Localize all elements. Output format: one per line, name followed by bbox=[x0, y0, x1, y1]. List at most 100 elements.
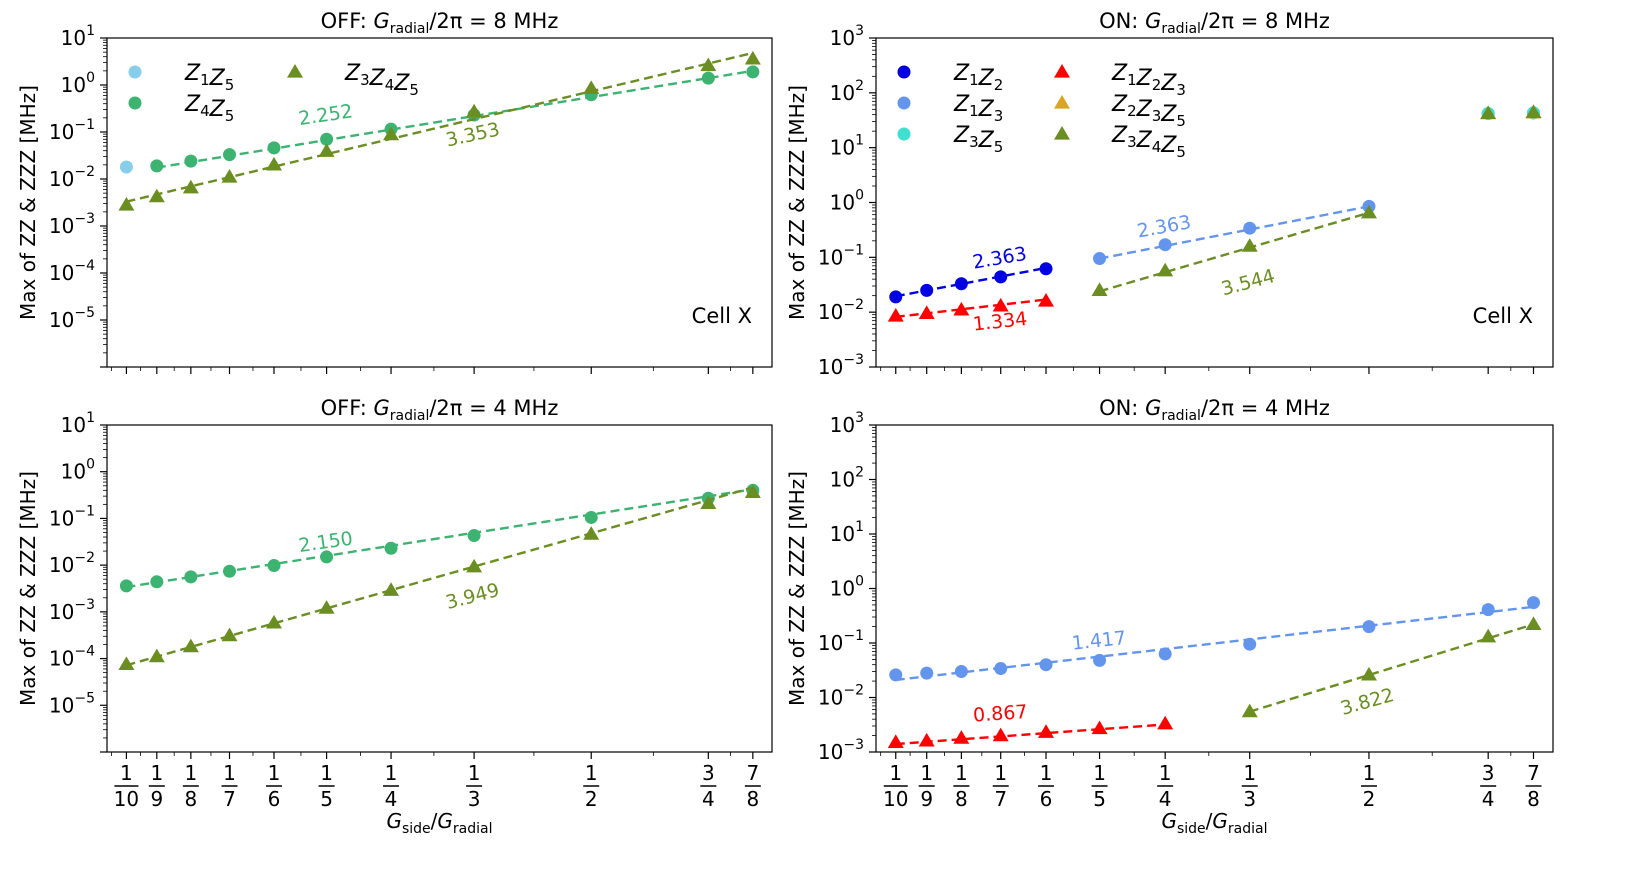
data-point-triangle bbox=[466, 103, 483, 118]
plot-frame bbox=[106, 424, 773, 753]
data-point-triangle bbox=[1525, 616, 1542, 630]
x-tick-denominator: 3 bbox=[468, 787, 481, 811]
fit-line bbox=[895, 266, 1047, 298]
data-point-triangle bbox=[953, 301, 970, 316]
data-point bbox=[1039, 262, 1053, 276]
data-point bbox=[584, 510, 598, 524]
y-tick-label: 101 bbox=[61, 410, 95, 437]
series-Z4Z5: 2.252 bbox=[150, 65, 760, 173]
y-tick-label: 101 bbox=[61, 23, 95, 50]
y-tick-label: 102 bbox=[830, 78, 864, 105]
x-tick-denominator: 6 bbox=[1040, 787, 1053, 811]
fit-line bbox=[895, 723, 1166, 746]
x-tick-numerator: 1 bbox=[1159, 761, 1172, 785]
data-point-triangle bbox=[1360, 204, 1377, 219]
x-tick-numerator: 1 bbox=[268, 761, 281, 785]
legend-item-Z1Z3: Z1Z3 bbox=[897, 92, 1003, 125]
slope-label: 2.363 bbox=[971, 243, 1028, 274]
series-Z1Z5 bbox=[119, 160, 133, 174]
data-point bbox=[150, 159, 164, 173]
legend-marker-circle bbox=[897, 127, 911, 141]
panel-title: ON: Gradial/2π = 8 MHz bbox=[1099, 9, 1330, 37]
data-point bbox=[267, 141, 281, 155]
plot-frame bbox=[106, 37, 773, 368]
data-point-triangle bbox=[1241, 238, 1258, 252]
fit-line bbox=[156, 69, 754, 169]
legend-item-Z2Z3Z5: Z2Z3Z5 bbox=[1054, 92, 1186, 130]
x-tick-denominator: 7 bbox=[994, 787, 1007, 811]
x-tick-numerator: 7 bbox=[746, 761, 759, 785]
x-tick-numerator: 1 bbox=[120, 761, 133, 785]
fit-line bbox=[1099, 205, 1370, 260]
data-point-triangle bbox=[992, 727, 1009, 742]
data-point bbox=[384, 541, 398, 555]
legend-marker-triangle bbox=[1054, 95, 1070, 109]
slope-label: 3.353 bbox=[444, 118, 502, 151]
legend-marker-circle bbox=[128, 96, 142, 110]
series-Z1Z2Z3: 0.867 bbox=[887, 701, 1174, 749]
fit-line bbox=[126, 51, 754, 203]
x-tick-denominator: 9 bbox=[920, 787, 933, 811]
y-tick-label: 101 bbox=[830, 519, 864, 546]
x-tick-numerator: 1 bbox=[184, 761, 197, 785]
data-point-triangle bbox=[1091, 720, 1108, 735]
slope-label: 1.417 bbox=[1071, 627, 1127, 655]
data-point-triangle bbox=[700, 495, 717, 509]
data-point bbox=[119, 579, 133, 593]
slope-label: 2.252 bbox=[297, 100, 354, 130]
panel-title: OFF: Gradial/2π = 8 MHz bbox=[321, 9, 559, 37]
y-axis-label: Max of ZZ & ZZZ [MHz] bbox=[16, 471, 40, 706]
data-point bbox=[320, 550, 334, 564]
x-tick-denominator: 4 bbox=[1482, 787, 1495, 811]
x-tick-denominator: 5 bbox=[1093, 787, 1106, 811]
x-tick-numerator: 1 bbox=[468, 761, 481, 785]
series-Z1Z3: 2.363 bbox=[1093, 106, 1540, 266]
y-tick-label: 10−4 bbox=[49, 644, 95, 671]
legend-marker-triangle bbox=[1054, 64, 1070, 78]
x-tick-denominator: 4 bbox=[702, 787, 715, 811]
data-point-triangle bbox=[1038, 724, 1055, 738]
data-point-triangle bbox=[992, 297, 1009, 312]
legend-marker-circle bbox=[897, 96, 911, 110]
y-tick-label: 10−1 bbox=[818, 628, 864, 655]
data-point bbox=[746, 65, 760, 79]
slope-label: 2.150 bbox=[297, 528, 354, 557]
fit-line bbox=[895, 298, 1047, 319]
data-point-triangle bbox=[1241, 703, 1258, 718]
data-point-triangle bbox=[118, 656, 135, 671]
data-point-triangle bbox=[583, 526, 600, 540]
data-point bbox=[223, 564, 237, 578]
data-point bbox=[1158, 238, 1172, 252]
legend-label: Z1Z2Z3 bbox=[1111, 61, 1186, 99]
data-point-triangle bbox=[1360, 666, 1377, 681]
data-point bbox=[320, 132, 334, 146]
x-tick-denominator: 4 bbox=[1159, 787, 1172, 811]
data-point bbox=[994, 662, 1008, 676]
y-axis-label: Max of ZZ & ZZZ [MHz] bbox=[785, 85, 809, 320]
y-tick-label: 10−4 bbox=[49, 258, 95, 285]
data-point bbox=[184, 570, 198, 584]
data-point-triangle bbox=[887, 308, 904, 322]
legend-label: Z1Z3 bbox=[953, 92, 1003, 125]
x-tick-numerator: 1 bbox=[1040, 761, 1053, 785]
panel-2: ON: Gradial/2π = 8 MHz 10−3 10−2 10−1 100 101… bbox=[785, 9, 1554, 379]
data-point-triangle bbox=[744, 50, 761, 65]
y-tick-label: 10−3 bbox=[49, 211, 95, 238]
x-tick-numerator: 7 bbox=[1527, 761, 1540, 785]
data-point bbox=[994, 270, 1008, 284]
y-tick-label: 10−5 bbox=[49, 305, 95, 332]
panel-title: ON: Gradial/2π = 4 MHz bbox=[1099, 396, 1330, 424]
data-point bbox=[1243, 637, 1257, 651]
x-tick-denominator: 4 bbox=[385, 787, 398, 811]
data-point bbox=[119, 160, 133, 174]
data-point-triangle bbox=[953, 730, 970, 744]
x-tick-denominator: 8 bbox=[955, 787, 968, 811]
legend-item-Z3Z5: Z3Z5 bbox=[897, 123, 1003, 156]
x-tick-numerator: 1 bbox=[955, 761, 968, 785]
data-point bbox=[1093, 653, 1107, 667]
data-point bbox=[1158, 647, 1172, 661]
data-point-triangle bbox=[700, 57, 717, 72]
y-tick-label: 10−2 bbox=[818, 297, 864, 324]
